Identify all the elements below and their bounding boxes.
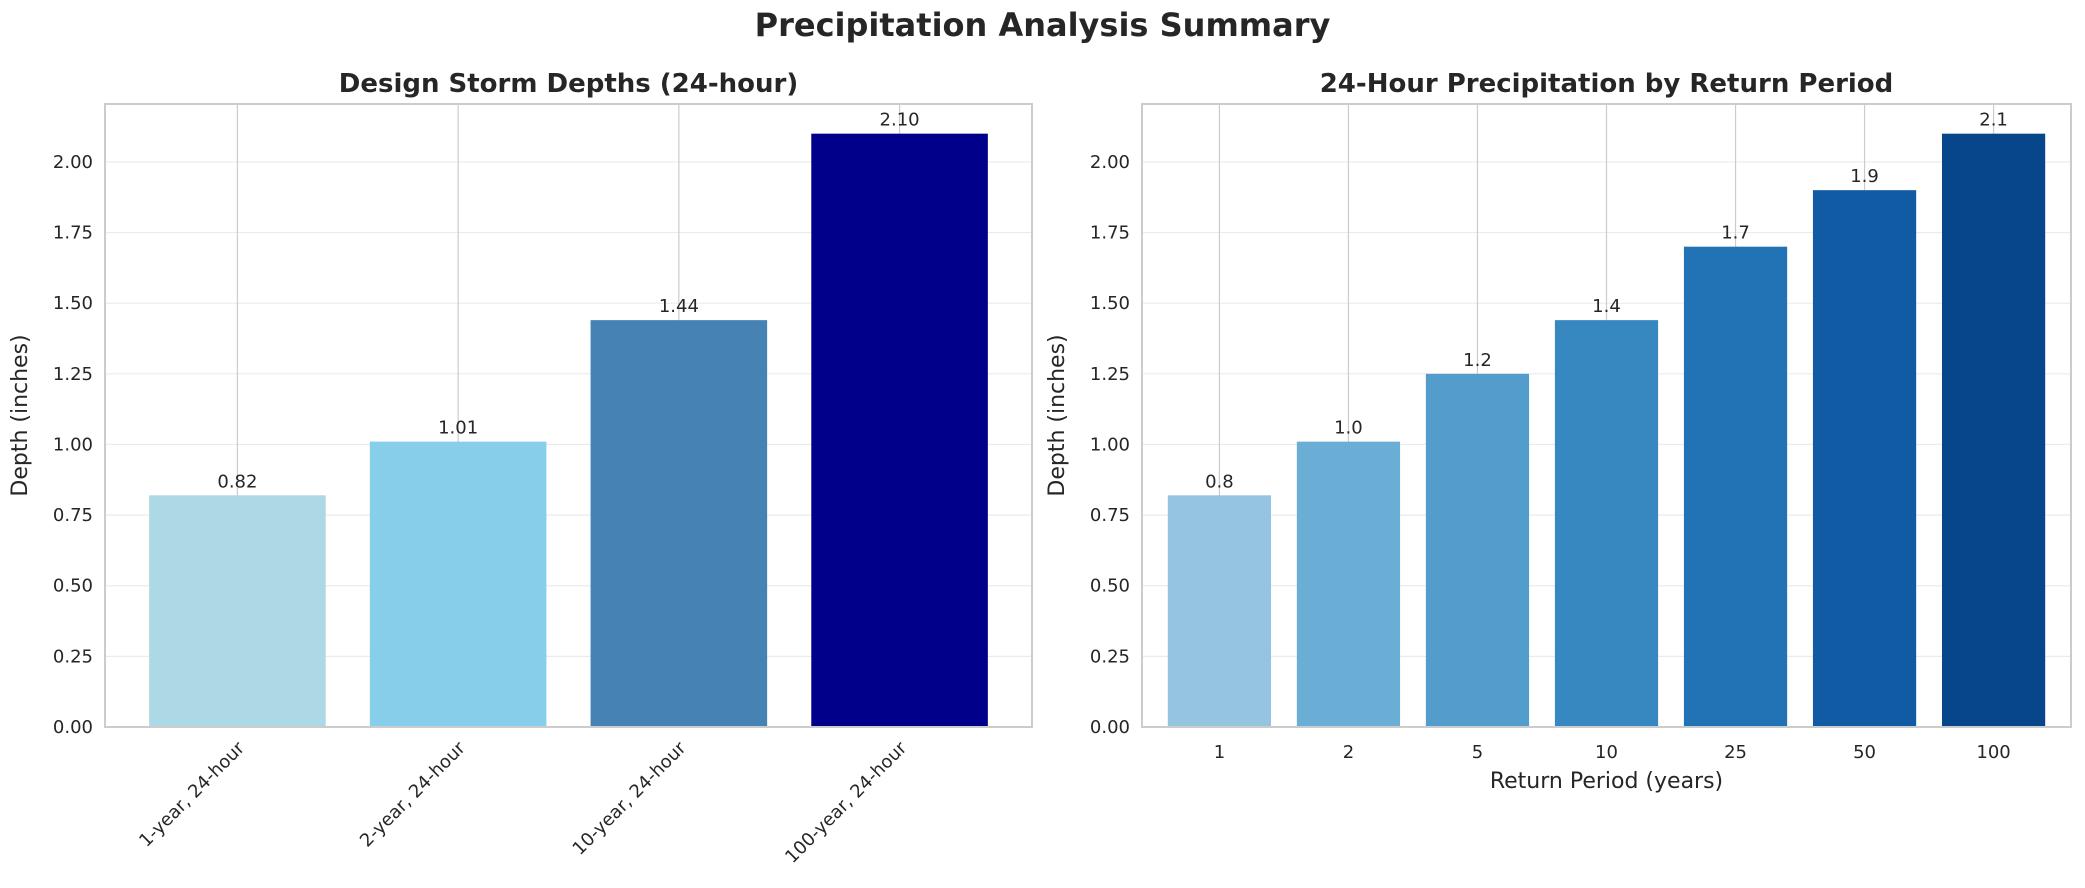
y-tick-label: 0.25 (1090, 646, 1130, 667)
x-tick-label: 10 (1595, 742, 1618, 763)
y-axis-label: Depth (inches) (1045, 334, 1070, 496)
x-tick-label: 2-year, 24-hour (356, 737, 470, 851)
data-label: 0.82 (217, 471, 257, 492)
y-tick-label: 1.25 (1090, 364, 1130, 385)
axes-frame (104, 103, 1033, 728)
y-tick-label: 2.00 (1090, 152, 1130, 173)
chart-title: Design Storm Depths (24-hour) (339, 69, 799, 99)
y-tick-label: 2.00 (53, 152, 93, 173)
y-tick-label: 0.50 (1090, 576, 1130, 597)
x-tick-label: 1 (1214, 742, 1225, 763)
bar (369, 441, 547, 727)
y-tick-label: 0.50 (53, 576, 93, 597)
x-tick-label: 25 (1724, 742, 1747, 763)
bar (1167, 495, 1272, 727)
axes-frame (1141, 103, 2072, 728)
chart-title: 24-Hour Precipitation by Return Period (1320, 69, 1894, 99)
y-axis-label: Depth (inches) (8, 334, 33, 496)
data-label: 0.8 (1205, 471, 1234, 492)
y-tick-label: 0.75 (53, 505, 93, 526)
y-tick-label: 1.75 (1090, 223, 1130, 244)
y-tick-label: 0.00 (1090, 717, 1130, 738)
x-tick-label: 1-year, 24-hour (135, 737, 249, 851)
data-label: 1.7 (1721, 223, 1750, 244)
y-tick-label: 0.00 (53, 717, 93, 738)
x-axis-label: Return Period (years) (1490, 769, 1723, 794)
data-label: 1.01 (438, 418, 478, 439)
y-tick-label: 1.00 (53, 434, 93, 455)
x-tick-label: 10-year, 24-hour (569, 737, 691, 859)
x-tick-label: 100 (1976, 742, 2010, 763)
bar (1296, 441, 1401, 727)
y-tick-label: 1.75 (53, 223, 93, 244)
data-label: 1.4 (1592, 296, 1621, 317)
bar (1941, 133, 2046, 727)
bar (1812, 190, 1917, 727)
bar (590, 320, 768, 727)
data-label: 1.9 (1850, 166, 1879, 187)
x-tick-label: 2 (1343, 742, 1354, 763)
figure-title: Precipitation Analysis Summary (754, 6, 1331, 44)
bar (1683, 246, 1788, 727)
y-tick-label: 1.50 (53, 293, 93, 314)
y-tick-label: 0.25 (53, 646, 93, 667)
y-tick-label: 1.00 (1090, 434, 1130, 455)
data-label: 1.2 (1463, 350, 1492, 371)
data-label: 1.0 (1334, 418, 1363, 439)
bar (811, 133, 988, 727)
x-tick-label: 100-year, 24-hour (781, 737, 911, 867)
data-label: 1.44 (659, 296, 699, 317)
y-tick-label: 0.75 (1090, 505, 1130, 526)
bar (1554, 320, 1659, 727)
y-tick-label: 1.50 (1090, 293, 1130, 314)
x-tick-label: 50 (1853, 742, 1876, 763)
y-tick-label: 1.25 (53, 364, 93, 385)
x-tick-label: 5 (1472, 742, 1483, 763)
data-label: 2.1 (1979, 110, 2008, 131)
bar (149, 495, 326, 727)
data-label: 2.10 (880, 110, 920, 131)
bar (1425, 373, 1530, 727)
